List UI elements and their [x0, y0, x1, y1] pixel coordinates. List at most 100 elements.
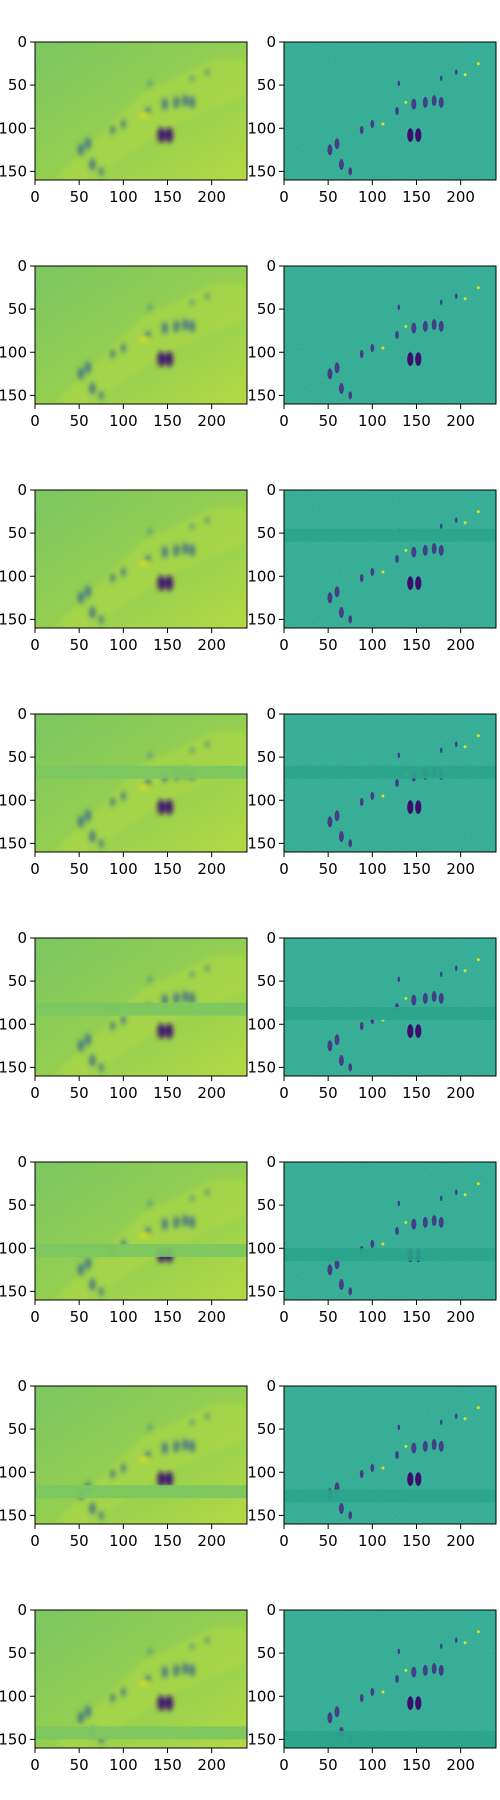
image-path-band	[52, 1627, 247, 1748]
image-blob	[173, 992, 180, 1005]
image-speck	[404, 1668, 408, 1672]
y-tick-label: 100	[247, 567, 276, 585]
panel-r4-c1: 0 50 100 150 200 0 50 100 150	[0, 705, 248, 878]
image-blob	[173, 1216, 180, 1229]
image-figure	[327, 144, 333, 156]
image-speck	[381, 794, 385, 798]
panel-image	[284, 1386, 496, 1524]
y-tick-label: 100	[0, 1015, 27, 1033]
y-tick-label: 150	[0, 610, 27, 628]
image-figure	[438, 544, 444, 556]
image-speck	[463, 1641, 467, 1645]
x-tick-label: 200	[197, 860, 226, 878]
x-tick-label: 100	[109, 860, 138, 878]
image-figure	[327, 1264, 333, 1276]
axes-frame	[34, 489, 248, 629]
x-tick-label: 200	[446, 636, 475, 654]
image-blob	[98, 1510, 104, 1521]
x-tick-label: 50	[70, 1308, 89, 1326]
y-tick-label: 0	[17, 481, 27, 499]
x-tick-label: 0	[30, 1756, 40, 1774]
image-blob	[84, 809, 92, 822]
image-speck	[463, 745, 467, 749]
image-masked-band	[284, 1248, 496, 1262]
panel-image	[284, 1162, 496, 1300]
image-masked-band	[35, 765, 247, 779]
image-blob	[89, 382, 96, 395]
image-figure	[422, 992, 428, 1004]
image-figure	[439, 75, 443, 81]
image-speck	[476, 286, 480, 290]
image-texture	[284, 42, 496, 180]
image-highlight	[139, 560, 152, 567]
image-blob	[205, 1413, 209, 1420]
x-tick-label: 150	[153, 636, 182, 654]
y-tick-label: 150	[0, 386, 27, 404]
image-blob	[189, 1664, 196, 1677]
image-figure	[438, 992, 444, 1004]
image-figure	[439, 299, 443, 305]
image-blob	[120, 1015, 126, 1025]
panel-image	[35, 1386, 247, 1524]
image-figure	[431, 543, 437, 555]
y-tick-label: 0	[17, 1153, 27, 1171]
image-blob	[110, 349, 116, 359]
image-speck	[381, 1466, 385, 1470]
image-blob	[161, 1665, 169, 1679]
image-speck	[381, 1242, 385, 1246]
image-blob	[89, 830, 96, 843]
image-figure	[411, 322, 417, 334]
image-blob	[181, 94, 189, 107]
image-speck	[381, 346, 385, 350]
x-tick-label: 150	[153, 412, 182, 430]
image-blob	[77, 143, 85, 157]
x-tick-label: 200	[197, 412, 226, 430]
image-figure	[438, 320, 444, 332]
y-tick-label: 0	[266, 481, 276, 499]
image-figure	[395, 778, 399, 788]
image-blob	[161, 545, 169, 559]
y-tick-label: 150	[0, 1730, 27, 1748]
image-figure	[359, 1693, 364, 1703]
image-figure	[395, 106, 399, 116]
y-tick-label: 100	[247, 1463, 276, 1481]
image-figure	[411, 1218, 417, 1230]
image-blob	[77, 591, 85, 605]
y-tick-label: 50	[8, 1644, 27, 1662]
y-tick-label: 150	[247, 1506, 276, 1524]
y-tick-label: 100	[247, 1239, 276, 1257]
image-figure	[397, 976, 401, 983]
x-tick-label: 150	[153, 1084, 182, 1102]
x-tick-label: 150	[402, 188, 431, 206]
image-blob	[190, 299, 194, 306]
image-speck	[404, 548, 408, 552]
image-figure	[338, 1054, 344, 1066]
image-blob	[205, 1637, 209, 1644]
image-blob	[161, 321, 169, 335]
x-tick-label: 50	[319, 1308, 338, 1326]
x-tick-label: 100	[358, 188, 387, 206]
image-figure	[411, 98, 417, 110]
image-highlight	[139, 1456, 152, 1463]
y-tick-label: 150	[0, 834, 27, 852]
panel-image	[35, 938, 247, 1076]
image-figure	[397, 80, 401, 87]
image-blob	[161, 1217, 169, 1231]
image-blob	[181, 1662, 189, 1675]
image-figure	[327, 1040, 333, 1052]
image-figure	[415, 800, 422, 815]
panel-r3-c2: 0 50 100 150 200 0 50 100 150	[247, 481, 497, 654]
panel-image	[284, 714, 496, 852]
panel-r8-c1: 0 50 100 150 200 0 50 100 150	[0, 1601, 248, 1774]
image-blob	[98, 1062, 104, 1073]
image-blob	[89, 1278, 96, 1291]
image-blob	[189, 320, 196, 333]
x-tick-label: 200	[197, 1308, 226, 1326]
image-figure	[439, 971, 443, 977]
image-blob	[148, 1648, 152, 1655]
image-blob	[84, 137, 92, 150]
y-tick-label: 100	[247, 1687, 276, 1705]
image-blob	[181, 990, 189, 1003]
y-tick-label: 0	[266, 705, 276, 723]
image-figure	[439, 1419, 443, 1425]
